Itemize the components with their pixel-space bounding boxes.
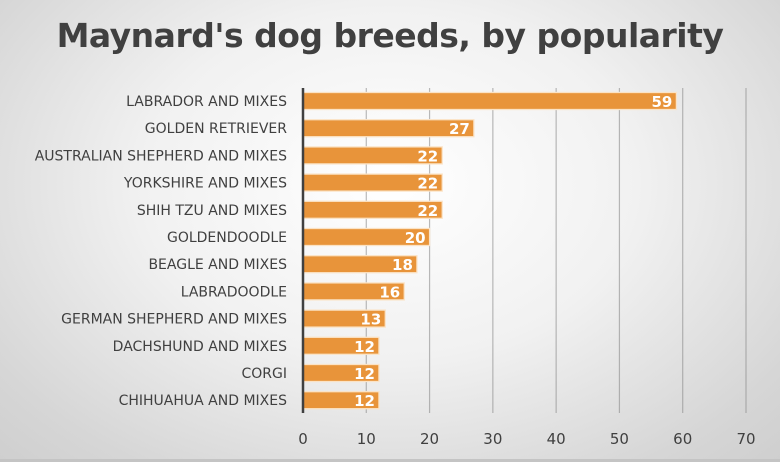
data-label: 13: [360, 311, 381, 329]
bar: [302, 91, 678, 111]
x-tick-label: 20: [420, 430, 439, 448]
x-tick-label: 60: [673, 430, 692, 448]
category-label: LABRADOR AND MIXES: [126, 94, 287, 110]
category-label: LABRADOODLE: [181, 284, 287, 300]
category-label: DACHSHUND AND MIXES: [113, 339, 287, 355]
x-tick-label: 10: [357, 430, 376, 448]
x-tick-label: 30: [483, 430, 502, 448]
category-label: SHIH TZU AND MIXES: [137, 203, 287, 219]
data-label: 27: [449, 120, 470, 138]
data-label: 59: [652, 93, 673, 111]
data-label: 20: [405, 229, 426, 247]
category-label: GERMAN SHEPHERD AND MIXES: [61, 312, 287, 328]
category-label: BEAGLE AND MIXES: [148, 257, 287, 273]
data-label: 16: [379, 283, 400, 301]
data-label: 22: [417, 175, 438, 193]
category-label: GOLDEN RETRIEVER: [145, 121, 287, 137]
data-label: 12: [354, 338, 375, 356]
category-label: CHIHUAHUA AND MIXES: [119, 393, 288, 409]
data-label: 12: [354, 365, 375, 383]
chart-title: Maynard's dog breeds, by popularity: [56, 16, 724, 55]
data-label: 18: [392, 256, 413, 274]
data-label: 22: [417, 202, 438, 220]
category-label: YORKSHIRE AND MIXES: [123, 176, 287, 192]
category-label: CORGI: [242, 366, 288, 382]
x-tick-label: 0: [298, 430, 308, 448]
x-tick-label: 40: [547, 430, 566, 448]
category-label: AUSTRALIAN SHEPHERD AND MIXES: [35, 148, 287, 164]
category-label: GOLDENDOODLE: [167, 230, 287, 246]
x-tick-label: 50: [610, 430, 629, 448]
data-label: 12: [354, 392, 375, 410]
data-label: 22: [417, 147, 438, 165]
x-tick-label: 70: [736, 430, 755, 448]
